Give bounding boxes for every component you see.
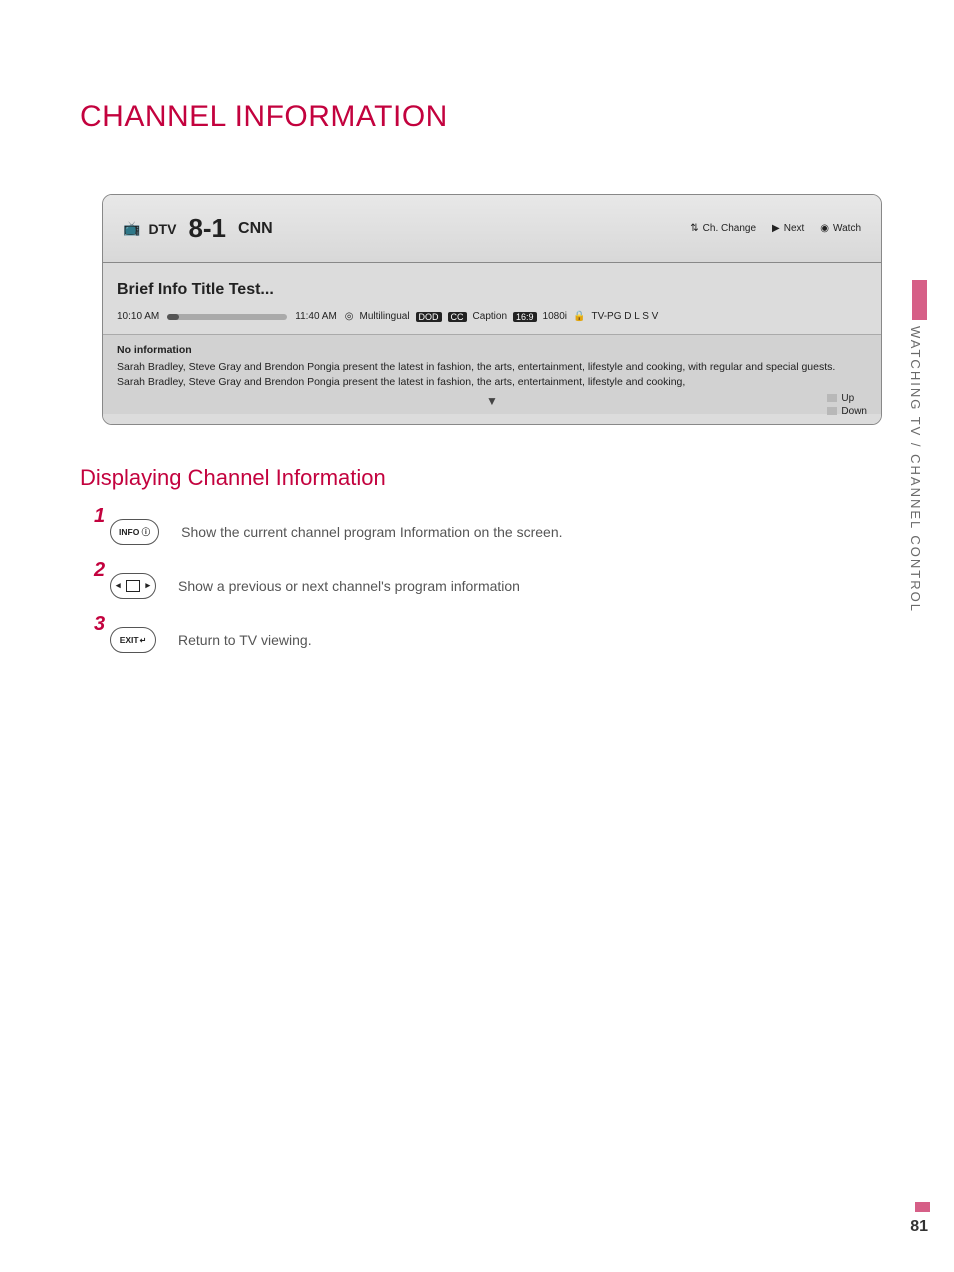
dot-icon: ◉ bbox=[820, 223, 829, 234]
time-end: 11:40 AM bbox=[295, 311, 337, 322]
nav-left-icon: ◂ bbox=[116, 580, 121, 591]
hint-watch: ◉ Watch bbox=[820, 223, 861, 234]
resolution-label: 1080i bbox=[543, 311, 567, 322]
hint-next: ▶ Next bbox=[772, 223, 804, 234]
hint-watch-label: Watch bbox=[833, 223, 861, 234]
step-2-text: Show a previous or next channel's progra… bbox=[178, 578, 520, 594]
down-color-icon bbox=[827, 407, 837, 415]
updown-legend: Up Down bbox=[827, 392, 867, 418]
step-1: 1 INFO ⓘ Show the current channel progra… bbox=[90, 519, 904, 545]
nav-center-icon bbox=[126, 580, 140, 592]
scroll-down-icon: ▼ bbox=[117, 393, 867, 410]
badges: ◎ Multilingual DOD CC Caption 16:9 1080i… bbox=[345, 311, 659, 322]
down-label: Down bbox=[841, 406, 867, 417]
dolby-badge: DOD bbox=[416, 312, 442, 322]
multilingual-label: Multilingual bbox=[360, 311, 410, 322]
channel-number: 8-1 bbox=[188, 213, 226, 244]
page-number: 81 bbox=[910, 1218, 928, 1236]
channel-name: CNN bbox=[238, 220, 273, 238]
rating-label: TV-PG D L S V bbox=[591, 311, 658, 322]
channel-info-panel: 📺 DTV 8-1 CNN ⇅ Ch. Change ▶ Next ◉ Watch B… bbox=[102, 194, 882, 425]
lock-icon: 🔒 bbox=[573, 311, 585, 322]
no-information-label: No information bbox=[117, 343, 867, 358]
progress-bar bbox=[167, 314, 287, 320]
step-3-text: Return to TV viewing. bbox=[178, 632, 312, 648]
header-hints: ⇅ Ch. Change ▶ Next ◉ Watch bbox=[690, 223, 861, 234]
description-line-1: Sarah Bradley, Steve Gray and Brendon Po… bbox=[117, 361, 835, 373]
step-number: 2 bbox=[94, 559, 104, 582]
footer-color-bar bbox=[915, 1202, 930, 1212]
side-color-block bbox=[912, 280, 927, 320]
up-label: Up bbox=[841, 393, 854, 404]
progress-fill bbox=[167, 314, 179, 320]
tv-icon: 📺 bbox=[123, 220, 140, 237]
nav-button[interactable]: ◂ ▸ bbox=[110, 573, 156, 599]
dtv-label: DTV bbox=[148, 221, 176, 237]
brief-info-title: Brief Info Title Test... bbox=[117, 281, 867, 299]
cc-badge: CC bbox=[448, 312, 467, 322]
step-3: 3 EXIT Return to TV viewing. bbox=[90, 627, 904, 653]
step-number: 1 bbox=[94, 505, 104, 528]
section-title: Displaying Channel Information bbox=[80, 465, 904, 491]
panel-header: 📺 DTV 8-1 CNN ⇅ Ch. Change ▶ Next ◉ Watch bbox=[103, 195, 881, 263]
steps-list: 1 INFO ⓘ Show the current channel progra… bbox=[90, 519, 904, 653]
hint-change: ⇅ Ch. Change bbox=[690, 223, 756, 234]
play-icon: ▶ bbox=[772, 223, 780, 234]
description-line-2: Sarah Bradley, Steve Gray and Brendon Po… bbox=[117, 376, 685, 388]
caption-label: Caption bbox=[473, 311, 507, 322]
channel-ident: 📺 DTV 8-1 CNN bbox=[123, 213, 273, 244]
step-number: 3 bbox=[94, 613, 104, 636]
up-color-icon bbox=[827, 394, 837, 402]
step-2: 2 ◂ ▸ Show a previous or next channel's … bbox=[90, 573, 904, 599]
time-row: 10:10 AM 11:40 AM ◎ Multilingual DOD CC … bbox=[117, 311, 867, 322]
hint-change-label: Ch. Change bbox=[703, 223, 756, 234]
nav-right-icon: ▸ bbox=[145, 580, 150, 591]
program-description: No information Sarah Bradley, Steve Gray… bbox=[103, 334, 881, 414]
info-button[interactable]: INFO ⓘ bbox=[110, 519, 159, 545]
page-title: CHANNEL INFORMATION bbox=[80, 100, 904, 134]
hint-next-label: Next bbox=[784, 223, 805, 234]
step-1-text: Show the current channel program Informa… bbox=[181, 524, 562, 540]
panel-body: Brief Info Title Test... 10:10 AM 11:40 … bbox=[103, 263, 881, 424]
side-section-label: WATCHING TV / CHANNEL CONTROL bbox=[908, 326, 923, 613]
exit-button[interactable]: EXIT bbox=[110, 627, 156, 653]
side-tab: WATCHING TV / CHANNEL CONTROL bbox=[908, 280, 930, 620]
aspect-badge: 16:9 bbox=[513, 312, 537, 322]
time-start: 10:10 AM bbox=[117, 311, 159, 322]
updown-icon: ⇅ bbox=[690, 223, 698, 234]
stereo-icon: ◎ bbox=[345, 311, 354, 322]
